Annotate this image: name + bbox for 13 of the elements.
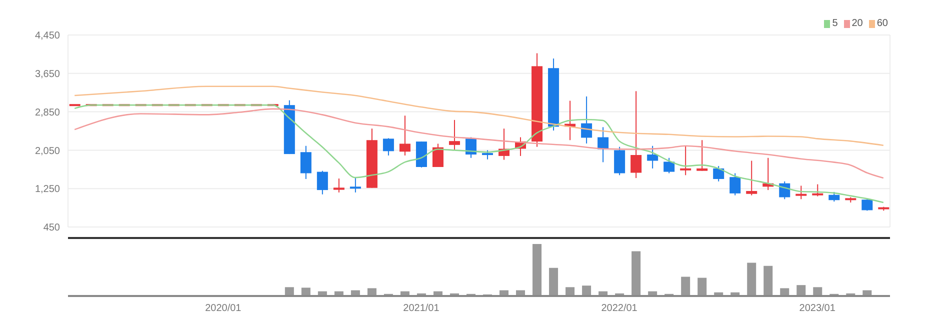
legend-label: 5 — [832, 18, 838, 29]
x-tick-label: 2020/01 — [205, 303, 242, 314]
y-tick-label: 1,250 — [34, 184, 60, 196]
y-tick-label: 3,650 — [34, 68, 60, 80]
x-tick-label: 2023/01 — [799, 303, 836, 314]
y-tick-label: 2,050 — [34, 146, 60, 157]
x-tick-label: 2021/01 — [403, 303, 440, 314]
legend-label: 20 — [852, 18, 863, 29]
y-tick-label: 4,450 — [34, 30, 60, 42]
x-tick-label: 2022/01 — [601, 303, 638, 314]
y-tick-label: 450 — [43, 222, 60, 234]
legend-label: 60 — [876, 18, 888, 29]
y-tick-label: 2,850 — [34, 107, 60, 118]
